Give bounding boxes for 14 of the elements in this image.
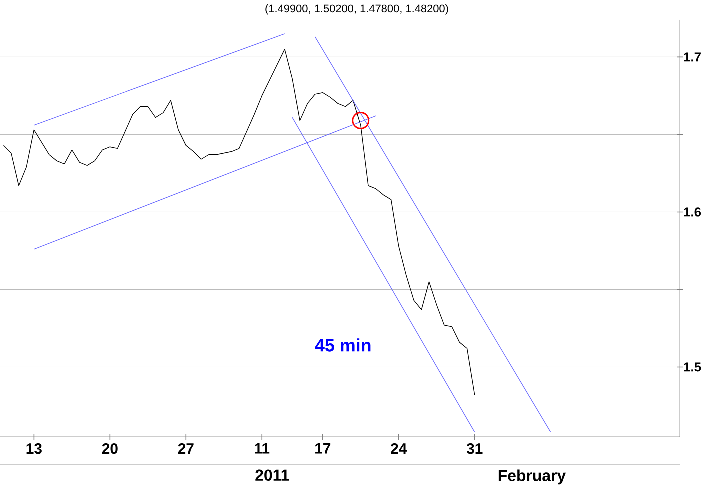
x-tick-label: 20 xyxy=(102,444,118,454)
chart-title: (1.49900, 1.50200, 1.47800, 1.48200) xyxy=(266,4,448,15)
text: 2011 xyxy=(256,470,290,481)
x-tick-label: 27 xyxy=(178,444,194,454)
x-tick-label: 24 xyxy=(391,444,408,454)
x-tick-label: 11 xyxy=(255,444,270,454)
y-tick-label: 1.5 xyxy=(684,362,702,372)
x-tick-label: 31 xyxy=(466,444,483,454)
x-tick-label: 13 xyxy=(26,444,42,454)
text: February xyxy=(498,470,566,485)
x-tick-label: 17 xyxy=(316,444,331,454)
annotation: 45 min xyxy=(315,338,371,352)
y-tick-label: 1.7 xyxy=(684,52,701,62)
y-tick-label: 1.6 xyxy=(684,208,702,217)
